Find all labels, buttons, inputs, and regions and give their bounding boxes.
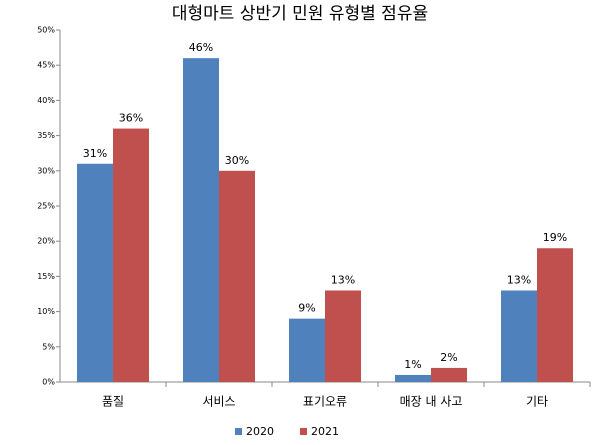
- bar: [183, 58, 219, 382]
- y-tick-label: 15%: [37, 272, 55, 281]
- value-label: 19%: [543, 231, 567, 244]
- legend-label: 2021: [311, 425, 339, 438]
- y-tick-label: 25%: [37, 202, 55, 211]
- bar: [289, 318, 325, 382]
- bar: [77, 163, 113, 382]
- y-tick-label: 10%: [37, 307, 55, 316]
- value-label: 31%: [83, 147, 107, 160]
- x-tick-label: 품질: [102, 395, 124, 409]
- value-label: 30%: [225, 154, 249, 167]
- y-tick-label: 45%: [37, 61, 55, 70]
- bar: [431, 367, 467, 382]
- value-label: 36%: [119, 112, 143, 125]
- bar: [219, 170, 255, 382]
- value-label: 46%: [189, 41, 213, 54]
- value-label: 9%: [298, 302, 315, 315]
- y-tick-label: 5%: [42, 342, 55, 351]
- legend-swatch: [300, 428, 307, 435]
- y-tick-label: 0%: [42, 378, 55, 387]
- x-tick-label: 서비스: [202, 395, 235, 409]
- y-tick-label: 30%: [37, 166, 55, 175]
- legend-label: 2020: [246, 425, 274, 438]
- chart-title: 대형마트 상반기 민원 유형별 점유율: [172, 4, 428, 24]
- bar: [113, 128, 149, 382]
- y-tick-label: 40%: [37, 96, 55, 105]
- y-tick-label: 50%: [37, 26, 55, 35]
- bar: [395, 374, 431, 382]
- value-label: 2%: [440, 351, 457, 364]
- bar: [501, 290, 537, 382]
- bar: [537, 248, 573, 382]
- x-tick-label: 매장 내 사고: [400, 395, 463, 409]
- legend-swatch: [235, 428, 242, 435]
- y-tick-label: 35%: [37, 131, 55, 140]
- value-label: 13%: [331, 273, 355, 286]
- value-label: 1%: [404, 358, 421, 371]
- bar: [325, 290, 361, 382]
- x-tick-label: 표기오류: [303, 395, 347, 409]
- x-tick-label: 기타: [526, 395, 548, 409]
- y-tick-label: 20%: [37, 237, 55, 246]
- value-label: 13%: [507, 273, 531, 286]
